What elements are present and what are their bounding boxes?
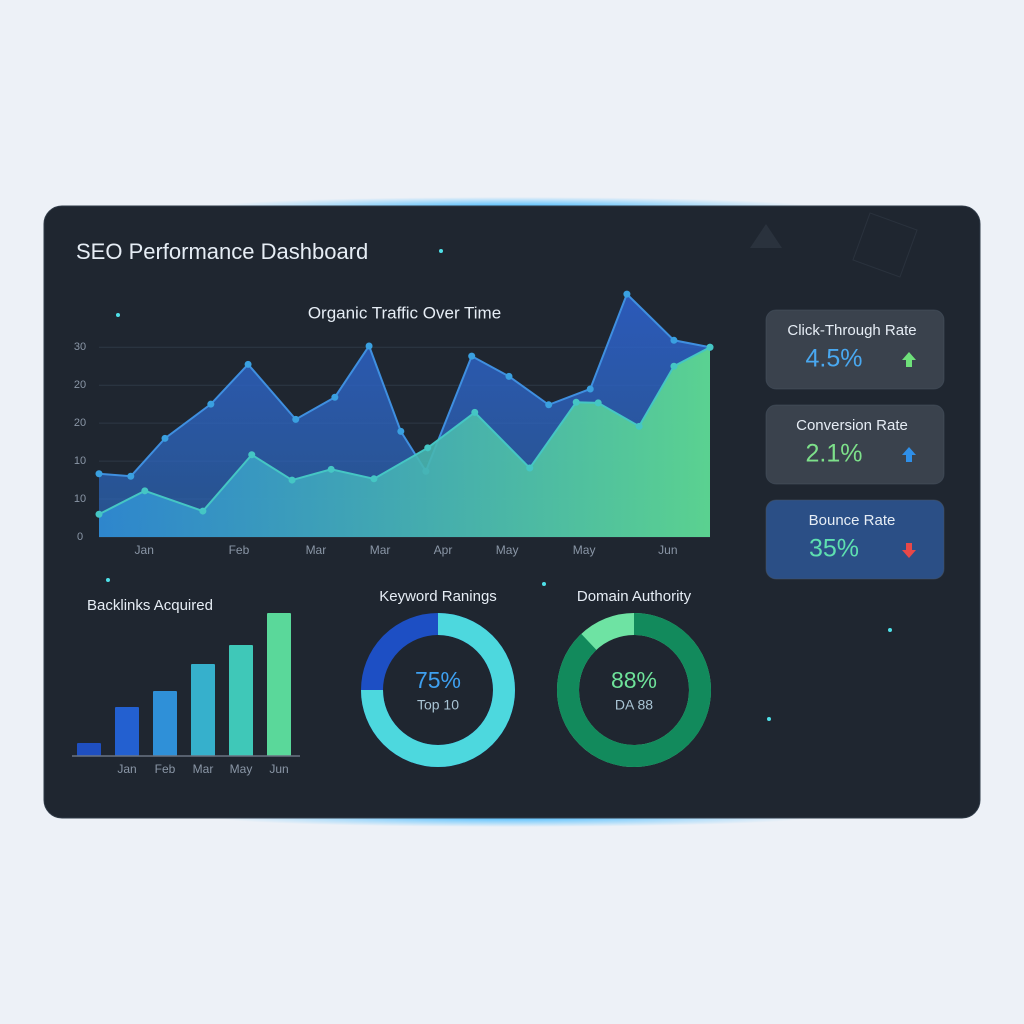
x-tick-label: Jan — [135, 543, 154, 557]
point — [397, 427, 405, 435]
chart-title: Backlinks Acquired — [87, 597, 213, 614]
kpi-card — [765, 404, 945, 485]
point — [331, 393, 339, 401]
decoration — [852, 212, 918, 278]
trend-arrow — [902, 447, 916, 462]
x-tick-label: Feb — [155, 762, 176, 776]
x-tick-label: May — [573, 543, 596, 557]
y-tick-label: 10 — [74, 455, 86, 467]
point — [471, 408, 479, 416]
point — [545, 401, 553, 409]
x-tick-label: Mar — [193, 762, 214, 776]
point — [526, 464, 534, 472]
y-tick-label: 20 — [74, 417, 86, 429]
decoration — [750, 224, 782, 248]
y-tick-label: 10 — [74, 493, 86, 505]
bar — [77, 743, 101, 756]
bar — [267, 613, 291, 756]
bar — [115, 707, 139, 756]
point — [141, 487, 149, 495]
point — [95, 510, 103, 518]
x-tick-label: Feb — [229, 543, 250, 557]
point — [468, 352, 476, 360]
point — [161, 434, 169, 442]
x-tick-label: Mar — [370, 543, 391, 557]
trend-arrow — [902, 543, 916, 558]
point — [424, 444, 432, 452]
point — [248, 451, 256, 459]
point — [327, 465, 335, 473]
chart-title: Domain Authority — [577, 588, 692, 605]
point — [572, 398, 580, 406]
point — [623, 290, 631, 298]
donut-subtitle: Top 10 — [417, 697, 459, 713]
point — [365, 342, 373, 350]
x-tick-label: Apr — [434, 543, 453, 557]
x-tick-label: Mar — [306, 543, 327, 557]
point — [586, 385, 594, 393]
x-tick-label: May — [496, 543, 519, 557]
point — [594, 399, 602, 407]
x-tick-label: Jun — [269, 762, 288, 776]
point — [706, 343, 714, 351]
y-tick-label: 30 — [74, 341, 86, 353]
chart-title: Keyword Ranings — [379, 588, 497, 605]
donut-segment — [361, 613, 515, 767]
kpi-card — [765, 499, 945, 580]
x-tick-label: May — [230, 762, 253, 776]
point — [199, 507, 207, 515]
bar — [191, 664, 215, 756]
kpi-label: Click-Through Rate — [787, 322, 916, 339]
donut-segment — [557, 613, 711, 767]
point — [292, 415, 300, 423]
point — [288, 476, 296, 484]
point — [244, 360, 252, 368]
kpi-value: 4.5% — [806, 345, 863, 373]
point — [670, 362, 678, 370]
donut-value-label: 88% — [611, 667, 657, 693]
point — [95, 470, 103, 478]
y-tick-label: 20 — [74, 379, 86, 391]
chart-title: Organic Traffic Over Time — [308, 303, 501, 322]
kpi-card — [765, 309, 945, 390]
x-tick-label: Jan — [117, 762, 136, 776]
kpi-label: Bounce Rate — [809, 512, 896, 529]
point — [505, 372, 513, 380]
donut-value-label: 75% — [415, 667, 461, 693]
kpi-label: Conversion Rate — [796, 417, 908, 434]
point — [127, 472, 135, 480]
bar — [229, 645, 253, 756]
point — [207, 400, 215, 408]
trend-arrow — [902, 352, 916, 367]
x-tick-label: Jun — [658, 543, 677, 557]
kpi-value: 35% — [809, 535, 859, 563]
point — [635, 422, 643, 430]
point — [370, 475, 378, 483]
area — [99, 347, 710, 537]
bar — [153, 691, 177, 756]
kpi-value: 2.1% — [806, 440, 863, 468]
particles — [106, 249, 942, 721]
dashboard-title: SEO Performance Dashboard — [76, 239, 368, 264]
y-tick-label: 0 — [77, 531, 83, 543]
point — [670, 336, 678, 344]
donut-subtitle: DA 88 — [615, 697, 653, 713]
